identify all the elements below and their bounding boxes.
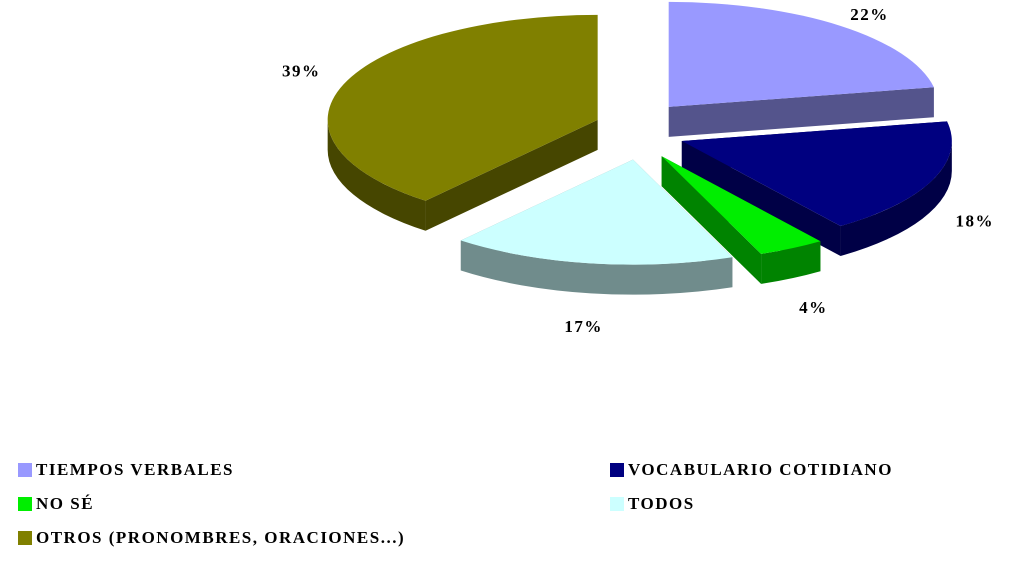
legend-label: OTROS (PRONOMBRES, ORACIONES...) [36,528,405,547]
legend-swatch [610,463,624,477]
slice-side [761,241,821,284]
legend-swatch [610,497,624,511]
slice-side [425,119,598,231]
slice [327,14,598,201]
data-label: 39% [282,61,321,80]
slice-side [668,87,934,137]
legend-swatch [18,531,32,545]
legend-label: VOCABULARIO COTIDIANO [628,460,893,479]
slice-side [327,119,426,231]
slice-side [840,141,952,256]
slice [668,1,934,107]
slice [681,121,952,226]
data-label: 17% [564,317,603,336]
slice [460,159,733,265]
legend-label: TIEMPOS VERBALES [36,460,234,479]
legend-swatch [18,497,32,511]
slice-side [460,240,733,295]
data-label: 22% [850,5,889,24]
data-label: 18% [955,211,994,230]
data-label: 4% [799,298,828,317]
legend-label: NO SÉ [36,494,94,513]
slice-side [661,156,762,284]
slice-side [681,141,841,256]
slice [661,156,821,254]
legend-swatch [18,463,32,477]
legend-label: TODOS [628,494,695,513]
